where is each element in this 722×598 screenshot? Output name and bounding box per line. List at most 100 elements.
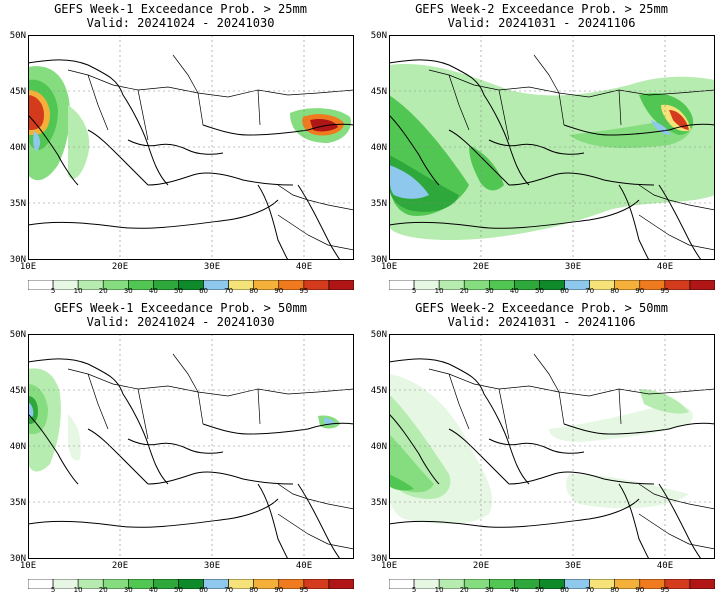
- map-panel-week1-25mm: GEFS Week-1 Exceedance Prob. > 25mm Vali…: [0, 0, 361, 299]
- map-panel-week2-50mm: GEFS Week-2 Exceedance Prob. > 50mm Vali…: [361, 299, 722, 598]
- lat-lon-grid: [28, 35, 354, 260]
- colorbar: [27, 275, 355, 291]
- lon-tick: 10E: [19, 561, 37, 571]
- panel-valid-dates: Valid: 20241024 - 20241030: [86, 315, 275, 329]
- coastlines: [389, 358, 715, 559]
- map-frame: [389, 334, 715, 559]
- probability-map: [28, 35, 354, 260]
- borders: [428, 54, 715, 251]
- colorbar-label: 5: [411, 287, 417, 295]
- colorbar-label: 60: [560, 287, 569, 295]
- lon-tick: 20E: [111, 262, 129, 272]
- colorbar-label: 60: [560, 586, 569, 594]
- map-plot: [389, 35, 715, 260]
- lon-tick: 10E: [380, 262, 398, 272]
- colorbar-label: 80: [610, 287, 620, 295]
- colorbar-label: 80: [249, 287, 259, 295]
- probability-field: [389, 64, 715, 240]
- lon-tick: 10E: [19, 262, 37, 272]
- lon-tick: 20E: [111, 561, 129, 571]
- lon-tick: 30E: [203, 262, 221, 272]
- colorbar-label: 80: [249, 586, 259, 594]
- panel-valid-dates: Valid: 20241031 - 20241106: [447, 315, 636, 329]
- colorbar-swatch: [689, 279, 716, 291]
- colorbar-label: 95: [299, 586, 309, 594]
- map-frame: [389, 35, 715, 260]
- colorbar-label: 90: [635, 586, 645, 594]
- lat-tick: 35N: [9, 498, 26, 508]
- colorbar-label: 60: [199, 586, 208, 594]
- colorbar-label: 40: [148, 287, 158, 295]
- lon-tick: 20E: [472, 262, 490, 272]
- colorbar-label: 20: [98, 287, 108, 295]
- colorbar-label: 20: [98, 586, 108, 594]
- lat-tick: 30N: [9, 554, 26, 564]
- colorbar-label: 10: [434, 287, 444, 295]
- lon-tick: 40E: [656, 561, 674, 571]
- colorbar-label: 40: [148, 586, 158, 594]
- probability-map: [28, 334, 354, 559]
- colorbar-swatch: [689, 578, 716, 590]
- colorbar: [388, 275, 716, 291]
- panel-title: GEFS Week-1 Exceedance Prob. > 50mm: [54, 301, 307, 315]
- map-panel-week1-50mm: GEFS Week-1 Exceedance Prob. > 50mm Vali…: [0, 299, 361, 598]
- map-frame: [28, 334, 354, 559]
- lat-tick: 30N: [9, 255, 26, 265]
- colorbar-label: 70: [585, 586, 595, 594]
- colorbar-label: 40: [509, 287, 519, 295]
- panel-valid-dates: Valid: 20241031 - 20241106: [447, 16, 636, 30]
- lat-tick: 40N: [370, 143, 387, 153]
- map-panel-week2-25mm: GEFS Week-2 Exceedance Prob. > 25mm Vali…: [361, 0, 722, 299]
- coastlines: [28, 59, 354, 260]
- colorbar-label: 40: [509, 586, 519, 594]
- panel-title: GEFS Week-2 Exceedance Prob. > 25mm: [415, 2, 668, 16]
- colorbar-label: 95: [299, 287, 309, 295]
- lat-tick: 45N: [370, 386, 387, 396]
- colorbar-label: 5: [50, 287, 56, 295]
- probability-field: [28, 368, 340, 472]
- colorbar-svg: [27, 279, 355, 291]
- colorbar-label: 95: [660, 586, 670, 594]
- colorbar-label: 90: [635, 287, 645, 295]
- map-frame: [28, 35, 354, 260]
- probability-map: [389, 334, 715, 559]
- lon-tick: 10E: [380, 561, 398, 571]
- lat-tick: 30N: [370, 554, 387, 564]
- colorbar-label: 30: [484, 586, 494, 594]
- lat-lon-grid: [389, 35, 715, 260]
- borders: [67, 54, 354, 251]
- lon-tick: 30E: [203, 561, 221, 571]
- lat-tick: 35N: [370, 199, 387, 209]
- colorbar-swatch: [328, 578, 355, 590]
- lon-tick: 40E: [295, 561, 313, 571]
- lat-tick: 45N: [9, 87, 26, 97]
- colorbar-label: 70: [224, 287, 234, 295]
- lon-tick: 30E: [564, 561, 582, 571]
- colorbar-label: 20: [459, 287, 469, 295]
- colorbar-label: 70: [224, 586, 234, 594]
- colorbar-label: 95: [660, 287, 670, 295]
- colorbar-label: 70: [585, 287, 595, 295]
- map-plot: [28, 35, 354, 260]
- panel-title: GEFS Week-1 Exceedance Prob. > 25mm: [54, 2, 307, 16]
- lat-tick: 40N: [9, 442, 26, 452]
- colorbar-label: 30: [123, 287, 133, 295]
- colorbar-svg: [27, 578, 355, 590]
- lat-tick: 50N: [370, 31, 387, 41]
- borders: [67, 353, 354, 550]
- colorbar: [388, 574, 716, 590]
- lat-tick: 50N: [370, 330, 387, 340]
- lat-lon-grid: [389, 334, 715, 559]
- lat-tick: 45N: [9, 386, 26, 396]
- lon-tick: 30E: [564, 262, 582, 272]
- map-plot: [28, 334, 354, 559]
- colorbar-label: 50: [534, 586, 544, 594]
- probability-map: [389, 35, 715, 260]
- colorbar-label: 20: [459, 586, 469, 594]
- lon-tick: 40E: [656, 262, 674, 272]
- lon-tick: 40E: [295, 262, 313, 272]
- coastlines: [389, 59, 715, 260]
- borders: [428, 353, 715, 550]
- colorbar-label: 5: [411, 586, 417, 594]
- map-plot: [389, 334, 715, 559]
